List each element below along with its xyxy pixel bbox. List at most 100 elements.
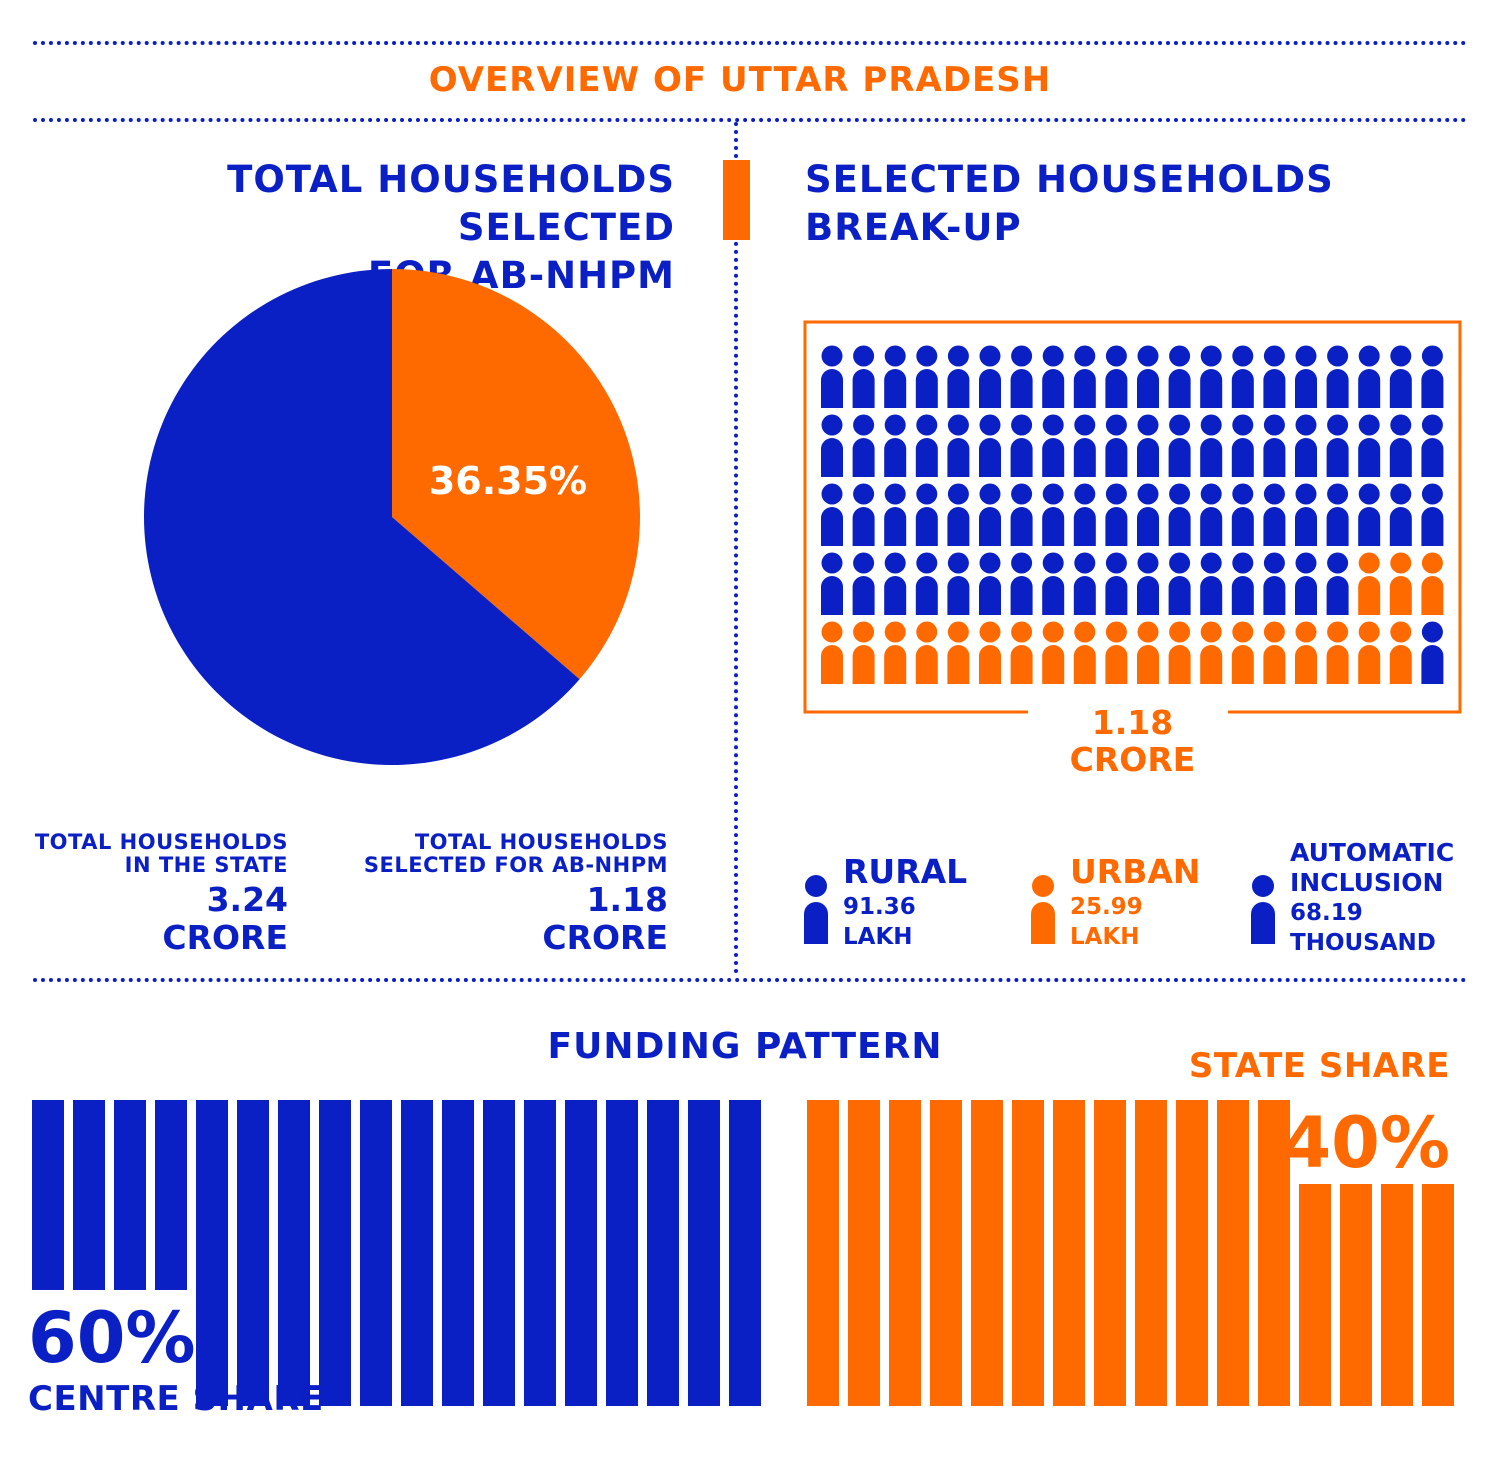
household-icon bbox=[1010, 414, 1033, 477]
household-icon bbox=[852, 483, 875, 546]
household-icon bbox=[1358, 414, 1381, 477]
household-icon bbox=[1105, 345, 1128, 408]
legend-value: 68.19 bbox=[1290, 900, 1363, 926]
centre-share-bar bbox=[524, 1100, 556, 1406]
legend-name: RURAL bbox=[843, 852, 968, 891]
stat2-unit: CRORE bbox=[542, 918, 668, 957]
household-icon bbox=[1358, 483, 1381, 546]
household-icon bbox=[1231, 483, 1254, 546]
state-share-bar bbox=[848, 1100, 880, 1406]
household-icon bbox=[1263, 414, 1286, 477]
state-share-label: STATE SHARE bbox=[1188, 1046, 1450, 1086]
household-icon bbox=[1200, 414, 1223, 477]
household-icon bbox=[884, 483, 907, 546]
household-icon bbox=[884, 345, 907, 408]
centre-share-bar bbox=[729, 1100, 761, 1406]
household-icon bbox=[1326, 621, 1349, 684]
household-icon bbox=[979, 552, 1001, 615]
person-icon bbox=[1251, 875, 1275, 944]
household-icon bbox=[1358, 345, 1381, 408]
household-icon bbox=[1200, 483, 1223, 546]
state-share-bar bbox=[1299, 1184, 1331, 1406]
household-icon bbox=[852, 414, 875, 477]
household-icon bbox=[1263, 621, 1286, 684]
household-icon bbox=[852, 621, 875, 684]
household-icon bbox=[821, 414, 843, 477]
household-icon bbox=[979, 345, 1001, 408]
household-icon bbox=[1073, 621, 1096, 684]
household-icon bbox=[1295, 414, 1317, 477]
household-icon bbox=[1137, 483, 1159, 546]
household-icon bbox=[979, 483, 1001, 546]
household-icon bbox=[1295, 345, 1317, 408]
household-icon bbox=[1389, 621, 1412, 684]
pie-data-label: 36.35% bbox=[428, 459, 588, 503]
household-icon bbox=[1326, 414, 1349, 477]
pictogram-total-unit: CRORE bbox=[1069, 740, 1196, 779]
state-share-bar bbox=[1381, 1184, 1413, 1406]
centre-share-bar bbox=[237, 1100, 269, 1406]
household-icon bbox=[1168, 414, 1191, 477]
household-icon bbox=[884, 621, 907, 684]
stat2-value: 1.18 bbox=[586, 880, 668, 919]
household-icon bbox=[884, 552, 907, 615]
household-icon bbox=[1042, 621, 1065, 684]
centre-share-bar bbox=[565, 1100, 597, 1406]
household-icon bbox=[1105, 483, 1128, 546]
household-icon bbox=[821, 345, 843, 408]
centre-share-bar bbox=[32, 1100, 64, 1290]
household-icon bbox=[821, 621, 843, 684]
household-icon bbox=[1042, 483, 1065, 546]
household-icon bbox=[852, 552, 875, 615]
household-icon bbox=[1421, 621, 1444, 684]
household-icon bbox=[1010, 621, 1033, 684]
household-icon bbox=[1042, 345, 1065, 408]
legend-value: 25.99 bbox=[1070, 894, 1143, 920]
household-icon bbox=[1168, 345, 1191, 408]
title-divider bbox=[33, 118, 1467, 122]
household-icon bbox=[821, 552, 843, 615]
household-icon bbox=[1073, 483, 1096, 546]
household-icon bbox=[1421, 414, 1444, 477]
state-share-bar bbox=[1258, 1100, 1290, 1406]
household-icon bbox=[1295, 552, 1317, 615]
left-heading: TOTAL HOUSEHOLDS SELECTED FOR AB-NHPM bbox=[30, 156, 675, 300]
household-icon bbox=[1073, 345, 1096, 408]
household-icon bbox=[1168, 621, 1191, 684]
centre-share-bar bbox=[73, 1100, 105, 1290]
household-icon bbox=[1326, 345, 1349, 408]
household-icon bbox=[1042, 552, 1065, 615]
legend-unit: THOUSAND bbox=[1290, 930, 1436, 956]
household-icon bbox=[1042, 414, 1065, 477]
households-pie-chart bbox=[143, 269, 640, 765]
pictogram-bracket bbox=[803, 320, 1462, 714]
person-icon bbox=[804, 875, 828, 944]
state-share-bar bbox=[807, 1100, 839, 1406]
household-icon bbox=[979, 414, 1001, 477]
household-icon bbox=[915, 621, 938, 684]
stat2-label-line2: SELECTED FOR AB-NHPM bbox=[363, 853, 668, 877]
centre-share-bar bbox=[114, 1100, 146, 1290]
legend-name: URBAN bbox=[1070, 852, 1201, 891]
legend-name-line2: INCLUSION bbox=[1290, 868, 1444, 897]
pictogram-total-value: 1.18 bbox=[1091, 703, 1174, 742]
household-icon bbox=[1168, 483, 1191, 546]
household-icon bbox=[1389, 483, 1412, 546]
legend-unit: LAKH bbox=[843, 924, 913, 950]
centre-share-pct: 60% bbox=[28, 1297, 196, 1379]
household-icon bbox=[1358, 552, 1381, 615]
state-share-bar bbox=[1094, 1100, 1126, 1406]
household-icon bbox=[1137, 345, 1159, 408]
household-icon bbox=[915, 552, 938, 615]
centre-share-bar bbox=[360, 1100, 392, 1406]
household-icon bbox=[1010, 345, 1033, 408]
household-icon bbox=[1421, 552, 1444, 615]
state-share-bar bbox=[1176, 1100, 1208, 1406]
household-icon bbox=[1389, 345, 1412, 408]
household-icon bbox=[979, 621, 1001, 684]
household-icon bbox=[947, 414, 970, 477]
household-icon bbox=[1231, 621, 1254, 684]
household-icon bbox=[884, 414, 907, 477]
household-icon bbox=[1137, 552, 1159, 615]
household-icon bbox=[852, 345, 875, 408]
